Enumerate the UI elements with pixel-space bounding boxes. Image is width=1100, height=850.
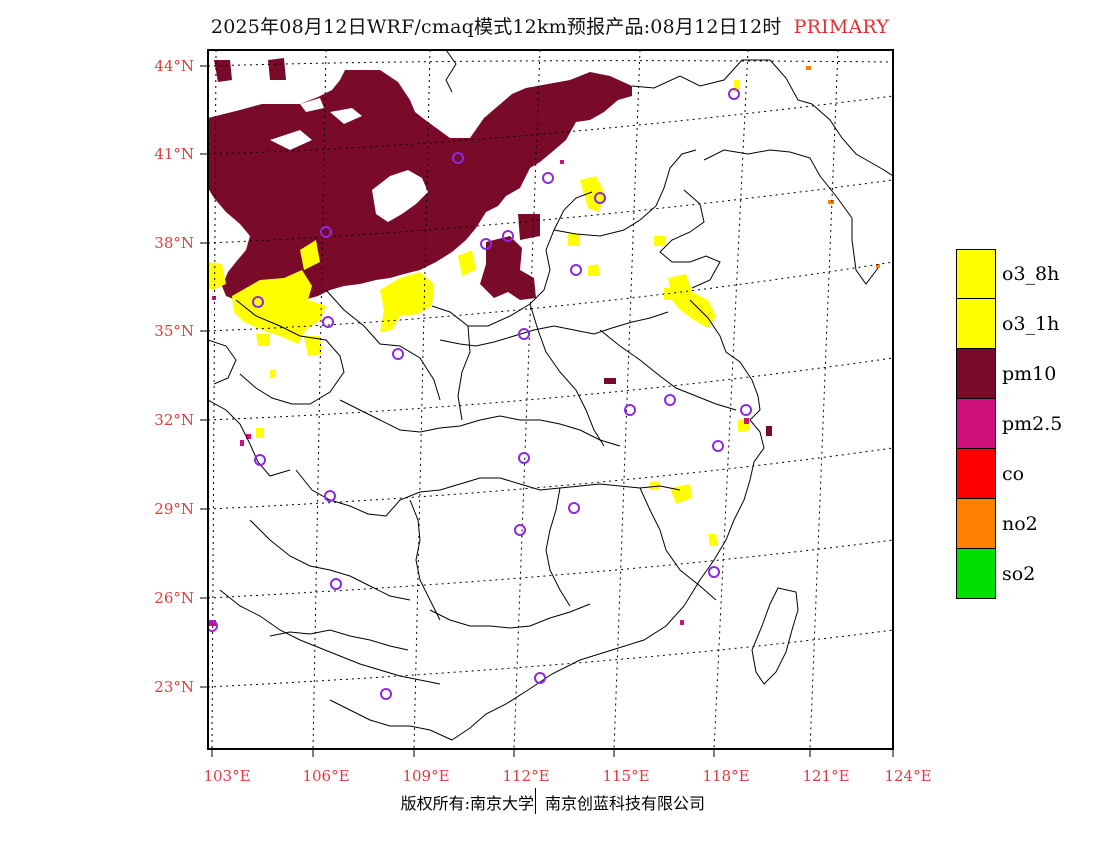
pm25-region: [208, 160, 749, 626]
lat-label: 32°N: [154, 411, 194, 429]
lat-label: 26°N: [154, 589, 194, 607]
copyright-left: 版权所有:南京大学: [400, 794, 534, 813]
copyright-right: 南京创蓝科技有限公司: [545, 794, 706, 813]
legend-label: pm2.5: [1002, 413, 1063, 435]
legend-swatch: [956, 449, 996, 499]
lat-label: 29°N: [154, 500, 194, 518]
boundaries: [208, 50, 893, 741]
legend-swatch: [956, 499, 996, 549]
lon-label: 109°E: [402, 767, 449, 785]
longitude-labels: 103°E 106°E 109°E 112°E 115°E 118°E 121°…: [203, 767, 931, 785]
legend-label: pm10: [1002, 363, 1057, 385]
graticule: [208, 50, 893, 749]
lon-label: 112°E: [502, 767, 549, 785]
map-title: 2025年08月12日WRF/cmaq模式12km预报产品:08月12日12时 P…: [0, 12, 1100, 39]
legend-swatch: [956, 549, 996, 599]
map-area: [208, 50, 893, 749]
legend-label: o3_1h: [1002, 313, 1060, 335]
map-frame: [207, 49, 894, 750]
lat-label: 44°N: [154, 57, 194, 75]
legend-label: co: [1002, 463, 1025, 485]
lat-label: 38°N: [154, 234, 194, 252]
legend-label: so2: [1002, 563, 1036, 585]
legend-label: no2: [1002, 513, 1038, 535]
legend-swatch: [956, 349, 996, 399]
lon-label: 124°E: [884, 767, 931, 785]
pm10-gaps: [270, 98, 428, 222]
o3-region: [208, 80, 750, 546]
footer-divider: [535, 788, 536, 814]
lon-label: 121°E: [802, 767, 849, 785]
no2-region: [806, 66, 880, 268]
legend-swatch: [956, 249, 996, 299]
legend-swatch: [956, 399, 996, 449]
lon-label: 115°E: [602, 767, 649, 785]
lon-label: 103°E: [203, 767, 250, 785]
legend-swatch: [956, 299, 996, 349]
title-text: 2025年08月12日WRF/cmaq模式12km预报产品:08月12日12时: [210, 16, 782, 38]
latitude-labels: 44°N 41°N 38°N 35°N 32°N 29°N 26°N 23°N: [154, 57, 194, 696]
lon-label: 118°E: [702, 767, 749, 785]
legend-label: o3_8h: [1002, 263, 1060, 285]
lat-label: 41°N: [154, 145, 194, 163]
primary-tag: PRIMARY: [793, 16, 890, 38]
station-markers: [208, 88, 752, 700]
lon-label: 106°E: [302, 767, 349, 785]
tick-marks: [200, 65, 894, 757]
taiwan-outline: [751, 587, 799, 685]
lat-label: 35°N: [154, 322, 194, 340]
lat-label: 23°N: [154, 678, 194, 696]
